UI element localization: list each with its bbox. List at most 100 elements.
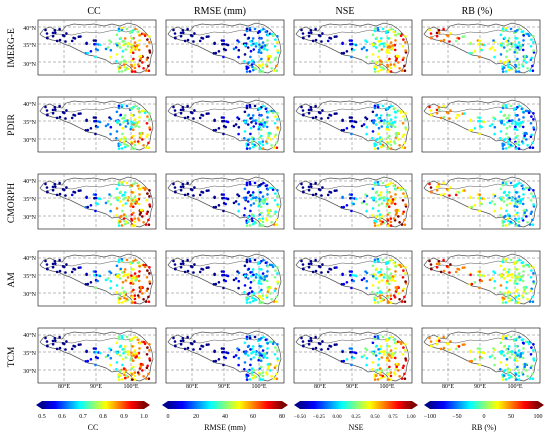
station-dot — [523, 365, 526, 368]
station-dot — [259, 224, 262, 227]
station-dot — [139, 288, 142, 291]
station-dot — [379, 37, 383, 40]
station-dot — [514, 261, 517, 264]
panel-frame — [165, 19, 285, 76]
station-dot — [394, 34, 397, 37]
station-dot — [345, 204, 349, 207]
station-dot — [260, 134, 263, 138]
map-panel-r1-c2 — [165, 19, 285, 76]
station-dot — [249, 132, 252, 136]
station-dot — [321, 186, 324, 189]
station-dot — [130, 351, 133, 354]
station-dot — [428, 105, 431, 109]
station-dot — [373, 301, 377, 304]
station-dot — [172, 259, 175, 263]
station-dot — [516, 211, 519, 215]
panel-frame — [421, 19, 541, 76]
station-dot — [532, 349, 535, 352]
station-dot — [248, 334, 252, 338]
station-dot — [516, 354, 519, 357]
station-dot — [133, 301, 137, 304]
station-dot — [503, 369, 506, 373]
station-dot — [520, 338, 524, 342]
station-dot — [398, 375, 401, 378]
station-dot — [117, 147, 121, 150]
station-dot — [275, 146, 279, 149]
station-dot — [258, 219, 262, 222]
station-dot — [381, 297, 384, 301]
station-dot — [131, 359, 135, 362]
station-dot — [89, 281, 93, 284]
station-dot — [130, 213, 134, 216]
station-dot — [387, 128, 391, 131]
station-dot — [501, 70, 505, 73]
station-dot — [121, 280, 125, 284]
lon-labels-col-3: 80°E 90°E 100°E — [314, 383, 395, 390]
station-dot — [179, 188, 183, 192]
station-dot — [276, 280, 279, 283]
station-dot — [532, 343, 535, 346]
station-dot — [391, 44, 395, 47]
panel-frame — [421, 250, 541, 307]
station-dot — [473, 127, 477, 130]
station-dot — [261, 66, 265, 70]
station-dot — [449, 32, 452, 35]
station-dot — [326, 270, 330, 274]
station-dot — [133, 147, 137, 150]
station-dot — [378, 121, 381, 124]
panel-frame — [37, 173, 157, 230]
station-dot — [212, 283, 216, 286]
station-dot — [309, 259, 313, 263]
station-dot — [490, 354, 494, 357]
station-dot — [243, 130, 247, 133]
station-dot — [530, 269, 533, 272]
station-dot — [341, 350, 344, 354]
station-dot — [246, 220, 250, 223]
station-dot — [183, 39, 187, 43]
station-dot — [252, 222, 255, 226]
station-dot — [469, 119, 472, 123]
station-dot — [65, 186, 68, 189]
panel-frame — [421, 327, 541, 384]
station-dot — [392, 30, 396, 34]
station-dot — [389, 371, 393, 374]
station-dot — [514, 213, 518, 216]
station-dot — [301, 263, 305, 266]
station-dot — [514, 125, 517, 129]
station-dot — [51, 185, 55, 189]
station-dot — [435, 108, 439, 112]
station-dot — [129, 281, 132, 285]
station-dot — [119, 267, 123, 271]
station-dot — [503, 292, 506, 296]
station-dot — [124, 350, 127, 354]
station-dot — [442, 38, 446, 42]
station-dot — [237, 209, 240, 213]
station-dot — [273, 212, 277, 216]
station-dot — [226, 43, 230, 47]
station-dot — [401, 353, 405, 356]
colorbar-cc-tick: 1.0 — [140, 414, 148, 420]
station-dot — [404, 189, 407, 192]
station-dot — [263, 352, 267, 355]
station-dot — [480, 48, 483, 52]
station-dot — [402, 192, 405, 195]
basin-boundary — [301, 28, 395, 38]
station-dot — [388, 288, 391, 292]
station-dot — [273, 122, 277, 125]
station-dot — [520, 217, 524, 220]
station-dot — [387, 70, 390, 73]
station-dot — [237, 132, 240, 136]
station-dot — [122, 140, 126, 143]
station-dot — [142, 263, 145, 267]
station-dot — [329, 114, 333, 117]
station-dot — [404, 112, 407, 115]
station-dot — [276, 112, 279, 115]
station-dot — [515, 282, 519, 285]
station-dot — [531, 223, 535, 226]
station-dot — [529, 135, 533, 139]
station-dot — [106, 354, 110, 357]
station-dot — [507, 373, 510, 377]
station-dot — [519, 275, 523, 278]
station-dot — [364, 193, 367, 196]
station-dot — [376, 70, 380, 73]
